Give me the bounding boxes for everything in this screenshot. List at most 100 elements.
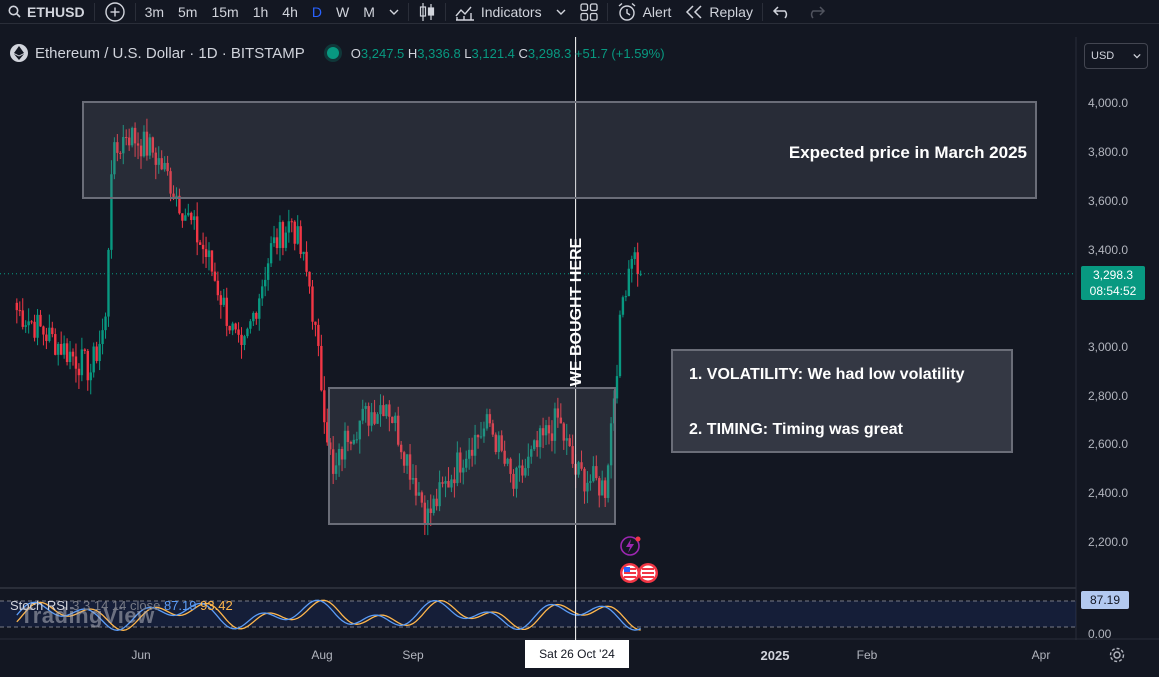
candle-body [397, 415, 400, 445]
undo-icon [772, 5, 788, 19]
candle-body [246, 328, 249, 337]
candle-body [311, 286, 314, 322]
candle-body [465, 458, 468, 468]
candle-body [77, 368, 81, 376]
candle-body [373, 412, 376, 424]
time-axis-label: Jun [131, 648, 151, 662]
candle-body [586, 482, 589, 492]
candle-body [57, 343, 60, 355]
alarm-clock-icon [618, 2, 636, 21]
candle-body [231, 323, 234, 331]
legend-title[interactable]: Ethereum / U.S. Dollar · 1D · BITSTAMP [35, 44, 305, 62]
candle-body [119, 152, 122, 154]
candle-body [456, 452, 459, 484]
candle-body [470, 449, 474, 456]
bought-here-label[interactable]: WE BOUGHT HERE [568, 237, 585, 387]
price-axis-label: 2,600.0 [1088, 437, 1129, 451]
candle-body [15, 302, 19, 311]
candle-body [249, 321, 252, 329]
candle-body [130, 127, 134, 146]
candle-body [337, 449, 341, 466]
undo-button[interactable] [765, 0, 799, 24]
compare-button[interactable] [97, 0, 133, 24]
timeframe-m[interactable]: M [363, 3, 375, 20]
indicators-dropdown[interactable] [549, 0, 573, 24]
expected-price-zone[interactable]: Expected price in March 2025 [82, 101, 1037, 199]
candles-icon [419, 2, 434, 21]
candle-body [589, 481, 592, 483]
alert-button[interactable]: Alert [610, 0, 679, 24]
candle-body [234, 323, 237, 330]
candle-body [172, 193, 175, 197]
candle-body [385, 404, 388, 417]
candle-body [482, 428, 486, 437]
redo-button[interactable] [799, 0, 833, 24]
candle-body [346, 430, 350, 442]
close-value: 3,298.3 [527, 45, 572, 61]
candle-body [488, 414, 492, 424]
candle-body [136, 143, 140, 146]
candle-body [515, 467, 518, 489]
candle-body [240, 334, 243, 345]
candle-body [193, 216, 196, 221]
candle-body [39, 314, 42, 327]
accumulation-zone[interactable] [328, 387, 616, 525]
candle-body [213, 271, 217, 281]
market-status-icon[interactable] [326, 47, 339, 59]
candle-body [420, 492, 424, 503]
candle-body [479, 436, 483, 438]
symbol-label: ETHUSD [27, 3, 85, 20]
current-price: 3,298.3 [1092, 268, 1134, 282]
tradingview-watermark: TradingView [20, 603, 155, 628]
candle-body [127, 137, 131, 146]
currency-select[interactable]: USD [1084, 43, 1148, 69]
candle-body [361, 408, 364, 421]
chart-type-button[interactable] [411, 0, 443, 24]
candle-body [512, 473, 515, 489]
us-flag-event-icon[interactable] [618, 561, 662, 585]
price-axis-label: 2,800.0 [1088, 389, 1129, 403]
candle-body [379, 405, 382, 415]
rewind-icon [686, 4, 702, 19]
candle-body [148, 137, 152, 156]
indicators-button[interactable]: Indicators [448, 0, 549, 24]
timeframe-3m[interactable]: 3m [144, 3, 165, 20]
timeframe-5m[interactable]: 5m [178, 3, 198, 20]
timeframe-1h[interactable]: 1h [252, 3, 269, 20]
timeframe-d[interactable]: D [311, 3, 322, 20]
analysis-note[interactable]: 1. VOLATILITY: We had low volatility 2. … [671, 349, 1013, 453]
replay-button[interactable]: Replay [678, 0, 760, 24]
candle-body [116, 142, 119, 153]
timeframe-w[interactable]: W [335, 3, 350, 20]
candle-body [559, 417, 563, 424]
low-value: 3,121.4 [471, 45, 515, 61]
note-volatility: 1. VOLATILITY: We had low volatility [689, 366, 965, 383]
layout-button[interactable] [573, 0, 605, 24]
candle-body [284, 232, 288, 248]
candle-body [423, 502, 427, 524]
candle-body [314, 321, 317, 325]
timeframe-15m[interactable]: 15m [211, 3, 239, 20]
gear-icon[interactable] [1108, 646, 1126, 664]
stoch-rsi-k: 87.19 [163, 598, 197, 613]
candle-body [355, 439, 359, 441]
candle-body [530, 449, 533, 457]
change-value: +51.7 (+1.59%) [574, 45, 665, 61]
candle-body [376, 414, 379, 424]
candle-body [237, 329, 240, 335]
candle-body [302, 251, 305, 255]
symbol-search[interactable]: ETHUSD [0, 0, 92, 24]
timeframe-4h[interactable]: 4h [282, 3, 298, 20]
candle-body [441, 482, 444, 484]
candle-body [615, 376, 619, 399]
candle-body [216, 280, 220, 296]
candle-body [278, 222, 282, 249]
candle-body [633, 252, 636, 259]
candle-body [358, 420, 361, 440]
candle-body [110, 174, 113, 250]
candle-body [580, 462, 583, 469]
timeframe-dropdown[interactable] [382, 4, 406, 20]
stoch-rsi-legend[interactable]: Stoch RSI 3 3 14 14 close 87.19 93.42 [10, 598, 233, 613]
lightning-event-icon[interactable] [620, 535, 642, 557]
